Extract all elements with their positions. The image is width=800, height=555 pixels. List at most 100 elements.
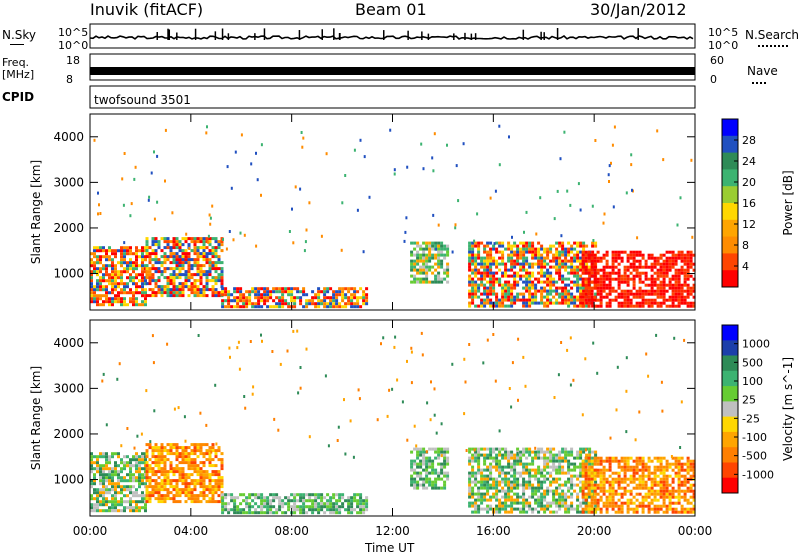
sparse-cell [630, 163, 633, 167]
data-cell [519, 298, 523, 302]
data-cell [154, 261, 158, 265]
sparse-cell [660, 380, 663, 384]
data-cell [501, 289, 505, 293]
data-cell [656, 283, 660, 287]
data-cell [178, 276, 182, 280]
data-cell [525, 498, 529, 502]
data-cell [172, 467, 176, 471]
data-cell [477, 295, 481, 299]
data-cell [129, 488, 132, 492]
data-cell [196, 449, 200, 453]
data-cell [269, 296, 273, 300]
data-cell [623, 471, 627, 475]
data-cell [199, 467, 203, 471]
data-cell [187, 243, 191, 247]
data-cell [154, 443, 158, 447]
data-cell [614, 277, 618, 281]
data-cell [181, 243, 185, 247]
data-cell [416, 486, 420, 490]
data-cell [534, 262, 538, 266]
data-cell [102, 473, 105, 477]
data-cell [573, 253, 577, 257]
data-cell [659, 477, 663, 481]
data-cell [410, 477, 414, 481]
data-cell [644, 474, 648, 478]
data-cell [96, 467, 99, 471]
data-cell [635, 289, 639, 293]
data-cell [483, 304, 487, 308]
data-cell [233, 499, 237, 503]
data-cell [108, 291, 111, 295]
data-cell [617, 277, 621, 281]
sparse-cell [517, 337, 520, 341]
data-cell [93, 294, 96, 298]
data-cell [148, 470, 152, 474]
data-cell [190, 249, 194, 253]
sparse-cell [609, 436, 612, 440]
data-cell [254, 493, 258, 497]
data-cell [644, 259, 648, 263]
data-cell [443, 480, 447, 484]
x-tick-label: 08:00 [274, 524, 309, 538]
data-cell [486, 262, 490, 266]
data-cell [278, 508, 282, 512]
data-cell [335, 493, 339, 497]
data-cell [537, 265, 541, 269]
data-cell [422, 280, 426, 284]
data-cell [419, 471, 423, 475]
sparse-cell [435, 431, 438, 435]
sparse-cell [97, 212, 99, 216]
data-cell [120, 497, 123, 501]
data-cell [552, 459, 556, 463]
data-cell [332, 508, 336, 512]
data-cell [96, 300, 99, 304]
data-cell [284, 496, 288, 500]
data-cell [486, 465, 490, 469]
data-cell [281, 511, 285, 515]
data-cell [151, 279, 155, 283]
data-cell [593, 501, 597, 505]
data-cell [422, 483, 426, 487]
data-cell [480, 241, 484, 245]
data-cell [138, 479, 141, 483]
sparse-cell [433, 413, 436, 417]
data-cell [576, 265, 580, 269]
data-cell [135, 291, 138, 295]
data-cell [596, 298, 600, 302]
data-cell [665, 298, 669, 302]
data-cell [260, 493, 264, 497]
data-cell [492, 259, 496, 263]
data-cell [114, 282, 117, 286]
sparse-cell [406, 165, 409, 169]
data-cell [665, 504, 669, 508]
data-cell [311, 296, 315, 300]
data-cell [196, 255, 200, 259]
data-cell [641, 265, 645, 269]
data-cell [233, 287, 237, 291]
data-cell [221, 302, 225, 306]
data-cell [608, 468, 612, 472]
sparse-cell [327, 444, 330, 448]
data-cell [105, 285, 108, 289]
data-cell [148, 491, 152, 495]
data-cell [620, 480, 624, 484]
data-cell [129, 509, 132, 513]
data-cell [135, 506, 138, 510]
data-cell [677, 486, 681, 490]
data-cell [641, 474, 645, 478]
data-cell [129, 291, 132, 295]
sparse-cell [153, 217, 156, 221]
data-cell [611, 471, 615, 475]
data-cell [507, 504, 511, 508]
data-cell [573, 265, 577, 269]
data-cell [647, 289, 651, 293]
data-cell [581, 486, 585, 490]
data-cell [111, 285, 114, 289]
data-cell [549, 265, 553, 269]
data-cell [495, 280, 499, 284]
data-cell [605, 468, 609, 472]
data-cell [163, 488, 167, 492]
data-cell [208, 491, 212, 495]
data-cell [561, 286, 565, 290]
data-cell [665, 495, 669, 499]
